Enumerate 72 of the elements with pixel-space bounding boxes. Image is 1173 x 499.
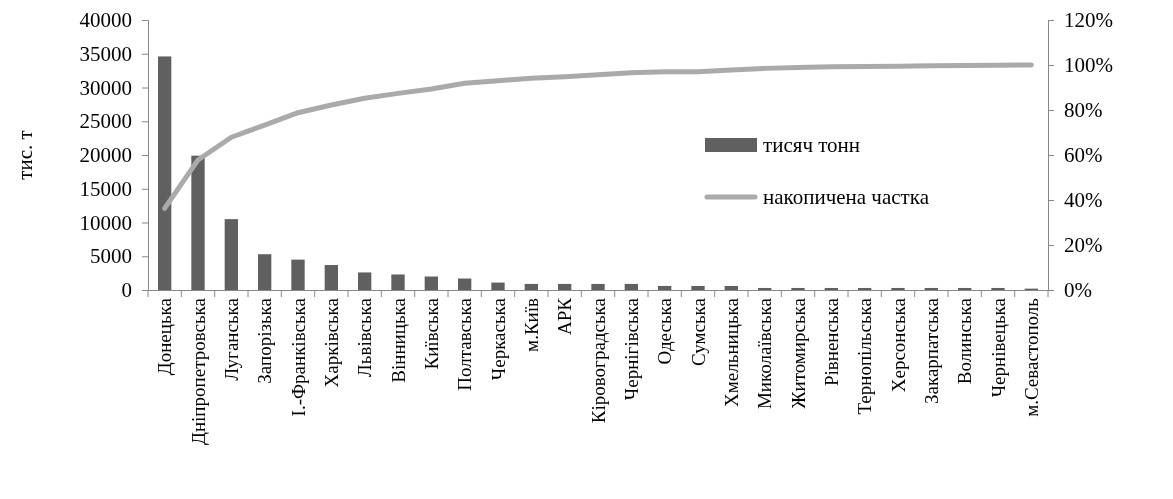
bar (424, 276, 438, 290)
x-tick-label: Одеська (654, 297, 676, 365)
x-tick-label: Миколаївська (754, 297, 776, 410)
y-axis-title: тис. т (13, 130, 37, 180)
bar (724, 285, 738, 290)
y2-tick-label: 80% (1064, 98, 1103, 123)
bar (524, 283, 538, 290)
y-tick-label: 40000 (79, 8, 132, 33)
x-tick-label: Рівненська (820, 297, 842, 387)
bar (491, 282, 505, 290)
x-tick-label: Закарпатська (920, 297, 942, 404)
y-tick-label: 5000 (90, 244, 132, 269)
x-tick-label: Тернопільська (854, 297, 876, 415)
bar (924, 287, 938, 290)
x-tick-label: м.Київ (520, 297, 542, 352)
x-tick-label: Донецька (154, 297, 176, 376)
x-tick-label: Вінницька (387, 297, 409, 383)
x-tick-label: м.Севастополь (1020, 297, 1042, 417)
bar (658, 285, 672, 290)
x-tick-label: Черкаська (487, 297, 509, 381)
bar (158, 56, 172, 290)
y2-tick-label: 120% (1064, 8, 1113, 33)
bar (791, 287, 805, 290)
x-tick-label: Житомирська (787, 297, 809, 409)
bar (858, 287, 872, 290)
bar (824, 287, 838, 290)
x-tick-label: Київська (420, 297, 442, 370)
x-tick-label: Волинська (954, 297, 976, 385)
y-tick-label: 10000 (79, 210, 132, 235)
y-tick-label: 0 (121, 278, 132, 303)
bar (358, 272, 372, 290)
bar (224, 219, 238, 290)
bar (458, 278, 472, 290)
x-tick-label: Дніпропетровська (187, 297, 209, 446)
x-tick-label: Харківська (320, 297, 342, 388)
y2-tick-label: 0% (1064, 278, 1092, 303)
x-tick-label: АРК (554, 297, 576, 335)
bar (691, 285, 705, 290)
y2-tick-label: 40% (1064, 188, 1103, 213)
bar (391, 274, 405, 290)
y-tick-label: 15000 (79, 176, 132, 201)
bar (258, 254, 272, 290)
y2-tick-label: 20% (1064, 233, 1103, 258)
x-tick-label: Херсонська (887, 297, 909, 393)
x-tick-label: Львівська (354, 297, 376, 378)
bar (624, 283, 638, 290)
y2-tick-label: 60% (1064, 143, 1103, 168)
bar (591, 283, 605, 290)
x-tick-label: Запорізька (254, 297, 276, 384)
bar (958, 287, 972, 290)
x-tick-label: Сумська (687, 297, 709, 366)
x-tick-label: Кіровоградська (587, 297, 609, 424)
y-tick-label: 25000 (79, 109, 132, 134)
bar (324, 265, 338, 290)
y-tick-label: 30000 (79, 75, 132, 100)
x-tick-label: І.-Франківська (287, 297, 309, 417)
y-tick-label: 35000 (79, 41, 132, 66)
x-tick-label: Луганська (220, 297, 242, 381)
x-tick-label: Чернівецька (987, 297, 1009, 398)
x-tick-label: Хмельницька (720, 297, 742, 407)
bar (191, 155, 205, 290)
y-tick-label: 20000 (79, 143, 132, 168)
bar (558, 283, 572, 290)
x-tick-label: Чернігівська (620, 297, 642, 401)
legend-label: накопичена частка (763, 185, 930, 210)
y2-tick-label: 100% (1064, 53, 1113, 78)
bar (891, 287, 905, 290)
bar (991, 287, 1005, 290)
x-tick-label: Полтавська (454, 297, 476, 391)
bar (291, 259, 305, 290)
legend-label: тисяч тонн (763, 133, 861, 158)
bar (758, 287, 772, 290)
